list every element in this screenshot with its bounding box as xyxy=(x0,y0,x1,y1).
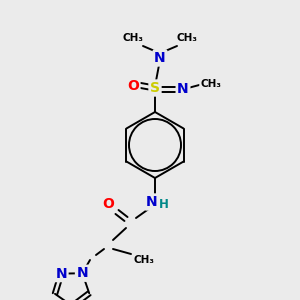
Text: CH₃: CH₃ xyxy=(134,255,154,265)
Text: N: N xyxy=(146,195,158,209)
Text: O: O xyxy=(102,197,114,211)
Text: H: H xyxy=(159,197,169,211)
Text: CH₃: CH₃ xyxy=(200,79,221,89)
Text: N: N xyxy=(76,266,88,280)
Text: N: N xyxy=(154,51,166,65)
Text: N: N xyxy=(177,82,189,96)
Text: CH₃: CH₃ xyxy=(122,33,143,43)
Text: N: N xyxy=(56,267,67,280)
Text: S: S xyxy=(150,81,160,95)
Text: CH₃: CH₃ xyxy=(176,33,197,43)
Text: O: O xyxy=(127,79,139,93)
